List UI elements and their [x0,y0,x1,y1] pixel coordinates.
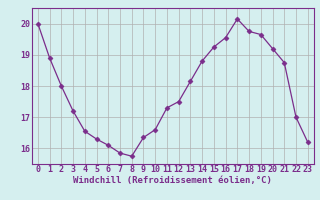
X-axis label: Windchill (Refroidissement éolien,°C): Windchill (Refroidissement éolien,°C) [73,176,272,185]
